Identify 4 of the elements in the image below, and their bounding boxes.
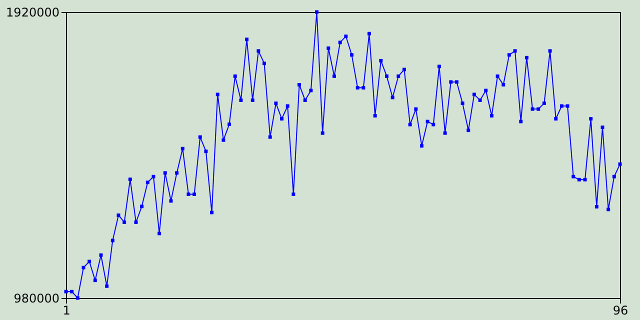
y-tick-label: 1920000: [6, 6, 60, 20]
y-tick-label: 980000: [14, 292, 60, 306]
x-tick-label: 96: [612, 304, 628, 318]
x-tick-label: 1: [62, 304, 70, 318]
